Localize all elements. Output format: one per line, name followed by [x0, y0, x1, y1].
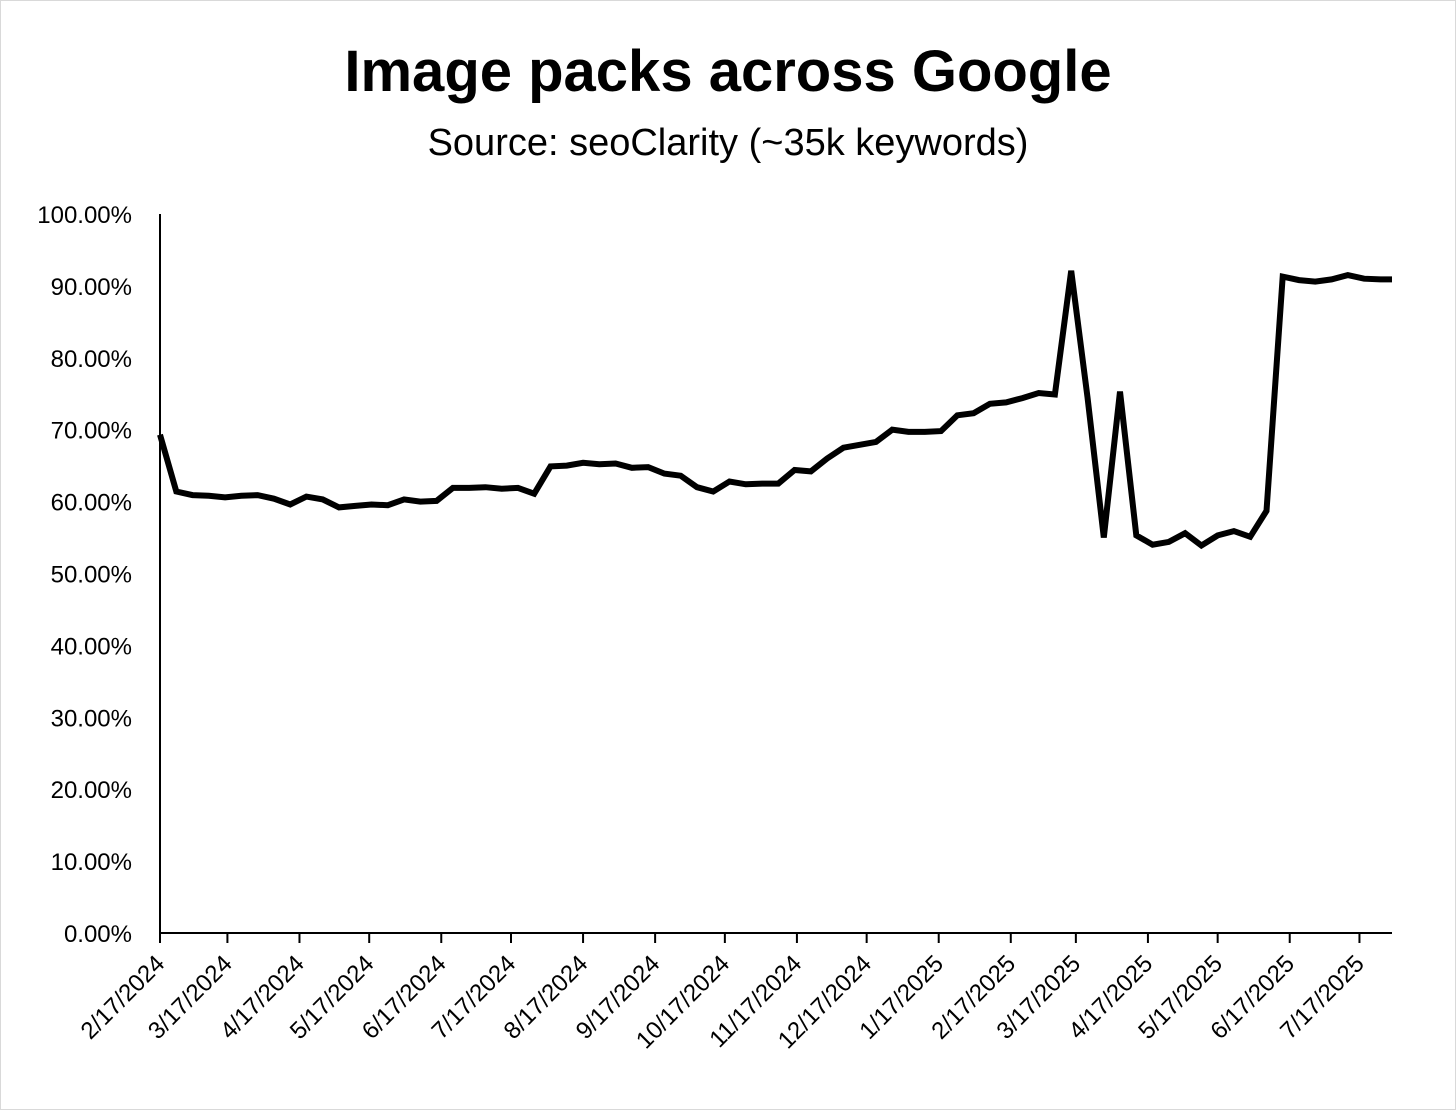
y-tick-label: 40.00% [51, 633, 132, 660]
y-tick-label: 50.00% [51, 562, 132, 589]
y-tick-label: 20.00% [51, 777, 132, 804]
y-tick-label: 10.00% [51, 849, 132, 876]
y-tick-label: 70.00% [51, 418, 132, 445]
y-tick-label: 30.00% [51, 705, 132, 732]
x-axis: 2/17/20243/17/20244/17/20245/17/20246/17… [76, 932, 1392, 1054]
y-tick-label: 0.00% [64, 921, 132, 948]
y-tick-label: 100.00% [37, 202, 132, 229]
y-tick-label: 90.00% [51, 274, 132, 301]
chart-subtitle: Source: seoClarity (~35k keywords) [427, 122, 1029, 164]
series-group [157, 270, 1392, 550]
y-tick-label: 60.00% [51, 490, 132, 517]
y-axis: 0.00% 10.00% 20.00% 30.00% 40.00% 50.00% 60.00… [37, 202, 161, 948]
chart-title: Image packs across Google [344, 39, 1112, 104]
y-tick-label: 80.00% [51, 346, 132, 373]
series-line [157, 270, 1392, 550]
